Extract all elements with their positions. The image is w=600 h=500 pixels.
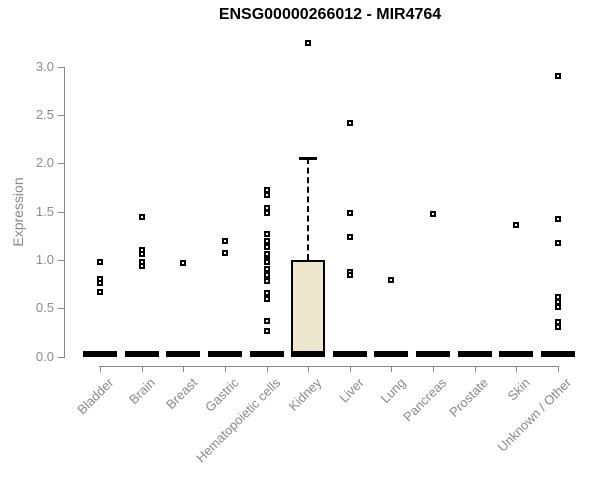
x-tick [516, 366, 518, 372]
data-point [138, 262, 145, 269]
data-point [554, 298, 561, 305]
data-point [388, 277, 395, 284]
data-point [138, 251, 145, 258]
y-tick-label: 0.5 [35, 300, 54, 316]
x-tick [474, 366, 476, 372]
data-point [221, 250, 228, 257]
data-point [263, 278, 270, 285]
x-tick-label: Unknown / Other [495, 375, 575, 455]
median-bar [332, 350, 367, 357]
x-tick [349, 366, 351, 372]
y-tick [58, 260, 64, 262]
data-point [263, 317, 270, 324]
data-point [346, 209, 353, 216]
x-tick-label: Breast [162, 375, 200, 413]
x-tick [224, 366, 226, 372]
x-tick [266, 366, 268, 372]
x-tick [391, 366, 393, 372]
x-tick [183, 366, 185, 372]
data-point [554, 323, 561, 330]
data-point [263, 230, 270, 237]
y-tick-label: 1.0 [35, 252, 54, 268]
x-tick [308, 366, 310, 372]
y-tick [58, 356, 64, 358]
whisker [307, 157, 310, 261]
y-tick-label: 1.5 [35, 203, 54, 219]
data-point [180, 259, 187, 266]
data-point [97, 258, 103, 265]
data-point [97, 280, 103, 287]
data-point [346, 272, 353, 279]
x-tick-label: Lung [377, 375, 409, 407]
data-point [263, 192, 270, 199]
median-bar [83, 350, 117, 357]
data-point [263, 237, 270, 244]
y-axis-line [64, 66, 65, 358]
x-tick-label: Liver [335, 375, 367, 406]
data-point [263, 271, 270, 278]
data-point [430, 210, 437, 217]
y-tick [58, 308, 64, 310]
x-tick [100, 366, 101, 372]
data-point [554, 304, 561, 311]
data-point [263, 251, 270, 258]
median-bar [416, 350, 451, 357]
y-tick [58, 115, 64, 117]
median-bar [540, 350, 575, 357]
x-tick-label: Gastric [201, 375, 242, 415]
x-tick-label: Skin [504, 375, 533, 404]
data-point [263, 327, 270, 334]
median-bar [291, 350, 326, 357]
median-bar [499, 350, 534, 357]
data-point [554, 73, 561, 80]
median-bar [124, 350, 159, 357]
data-point [263, 209, 270, 216]
x-axis-line [99, 366, 559, 367]
x-tick-label: Brain [126, 375, 159, 408]
y-tick [58, 66, 64, 68]
data-point [263, 258, 270, 265]
x-tick-label: Bladder [74, 375, 117, 418]
median-bar [207, 350, 242, 357]
data-point [346, 233, 353, 240]
median-bar [249, 350, 284, 357]
data-point [263, 244, 270, 251]
median-bar [374, 350, 409, 357]
x-tick-label: Pancreas [400, 375, 450, 425]
data-point [221, 237, 228, 244]
x-tick [141, 366, 143, 372]
data-point [97, 288, 103, 295]
data-point [138, 213, 145, 220]
y-tick-label: 0.0 [35, 348, 54, 364]
whisker-cap [299, 156, 318, 160]
median-bar [166, 350, 201, 357]
data-point [305, 39, 312, 46]
data-point [263, 295, 270, 302]
x-tick [557, 366, 559, 372]
y-tick-label: 2.5 [35, 107, 54, 123]
median-bar [457, 350, 492, 357]
data-point [346, 119, 353, 126]
y-tick [58, 211, 64, 213]
x-tick-label: Prostate [446, 375, 492, 420]
data-point [513, 222, 520, 229]
chart-title: ENSG00000266012 - MIR4764 [218, 6, 442, 23]
data-point [263, 265, 270, 272]
y-tick-label: 2.0 [35, 155, 54, 171]
data-point [554, 216, 561, 223]
y-tick-label: 3.0 [35, 58, 54, 74]
data-point [263, 289, 270, 296]
x-tick [433, 366, 435, 372]
y-tick [58, 163, 64, 165]
box [291, 260, 326, 357]
data-point [554, 239, 561, 246]
x-tick-label: Kidney [286, 375, 325, 414]
